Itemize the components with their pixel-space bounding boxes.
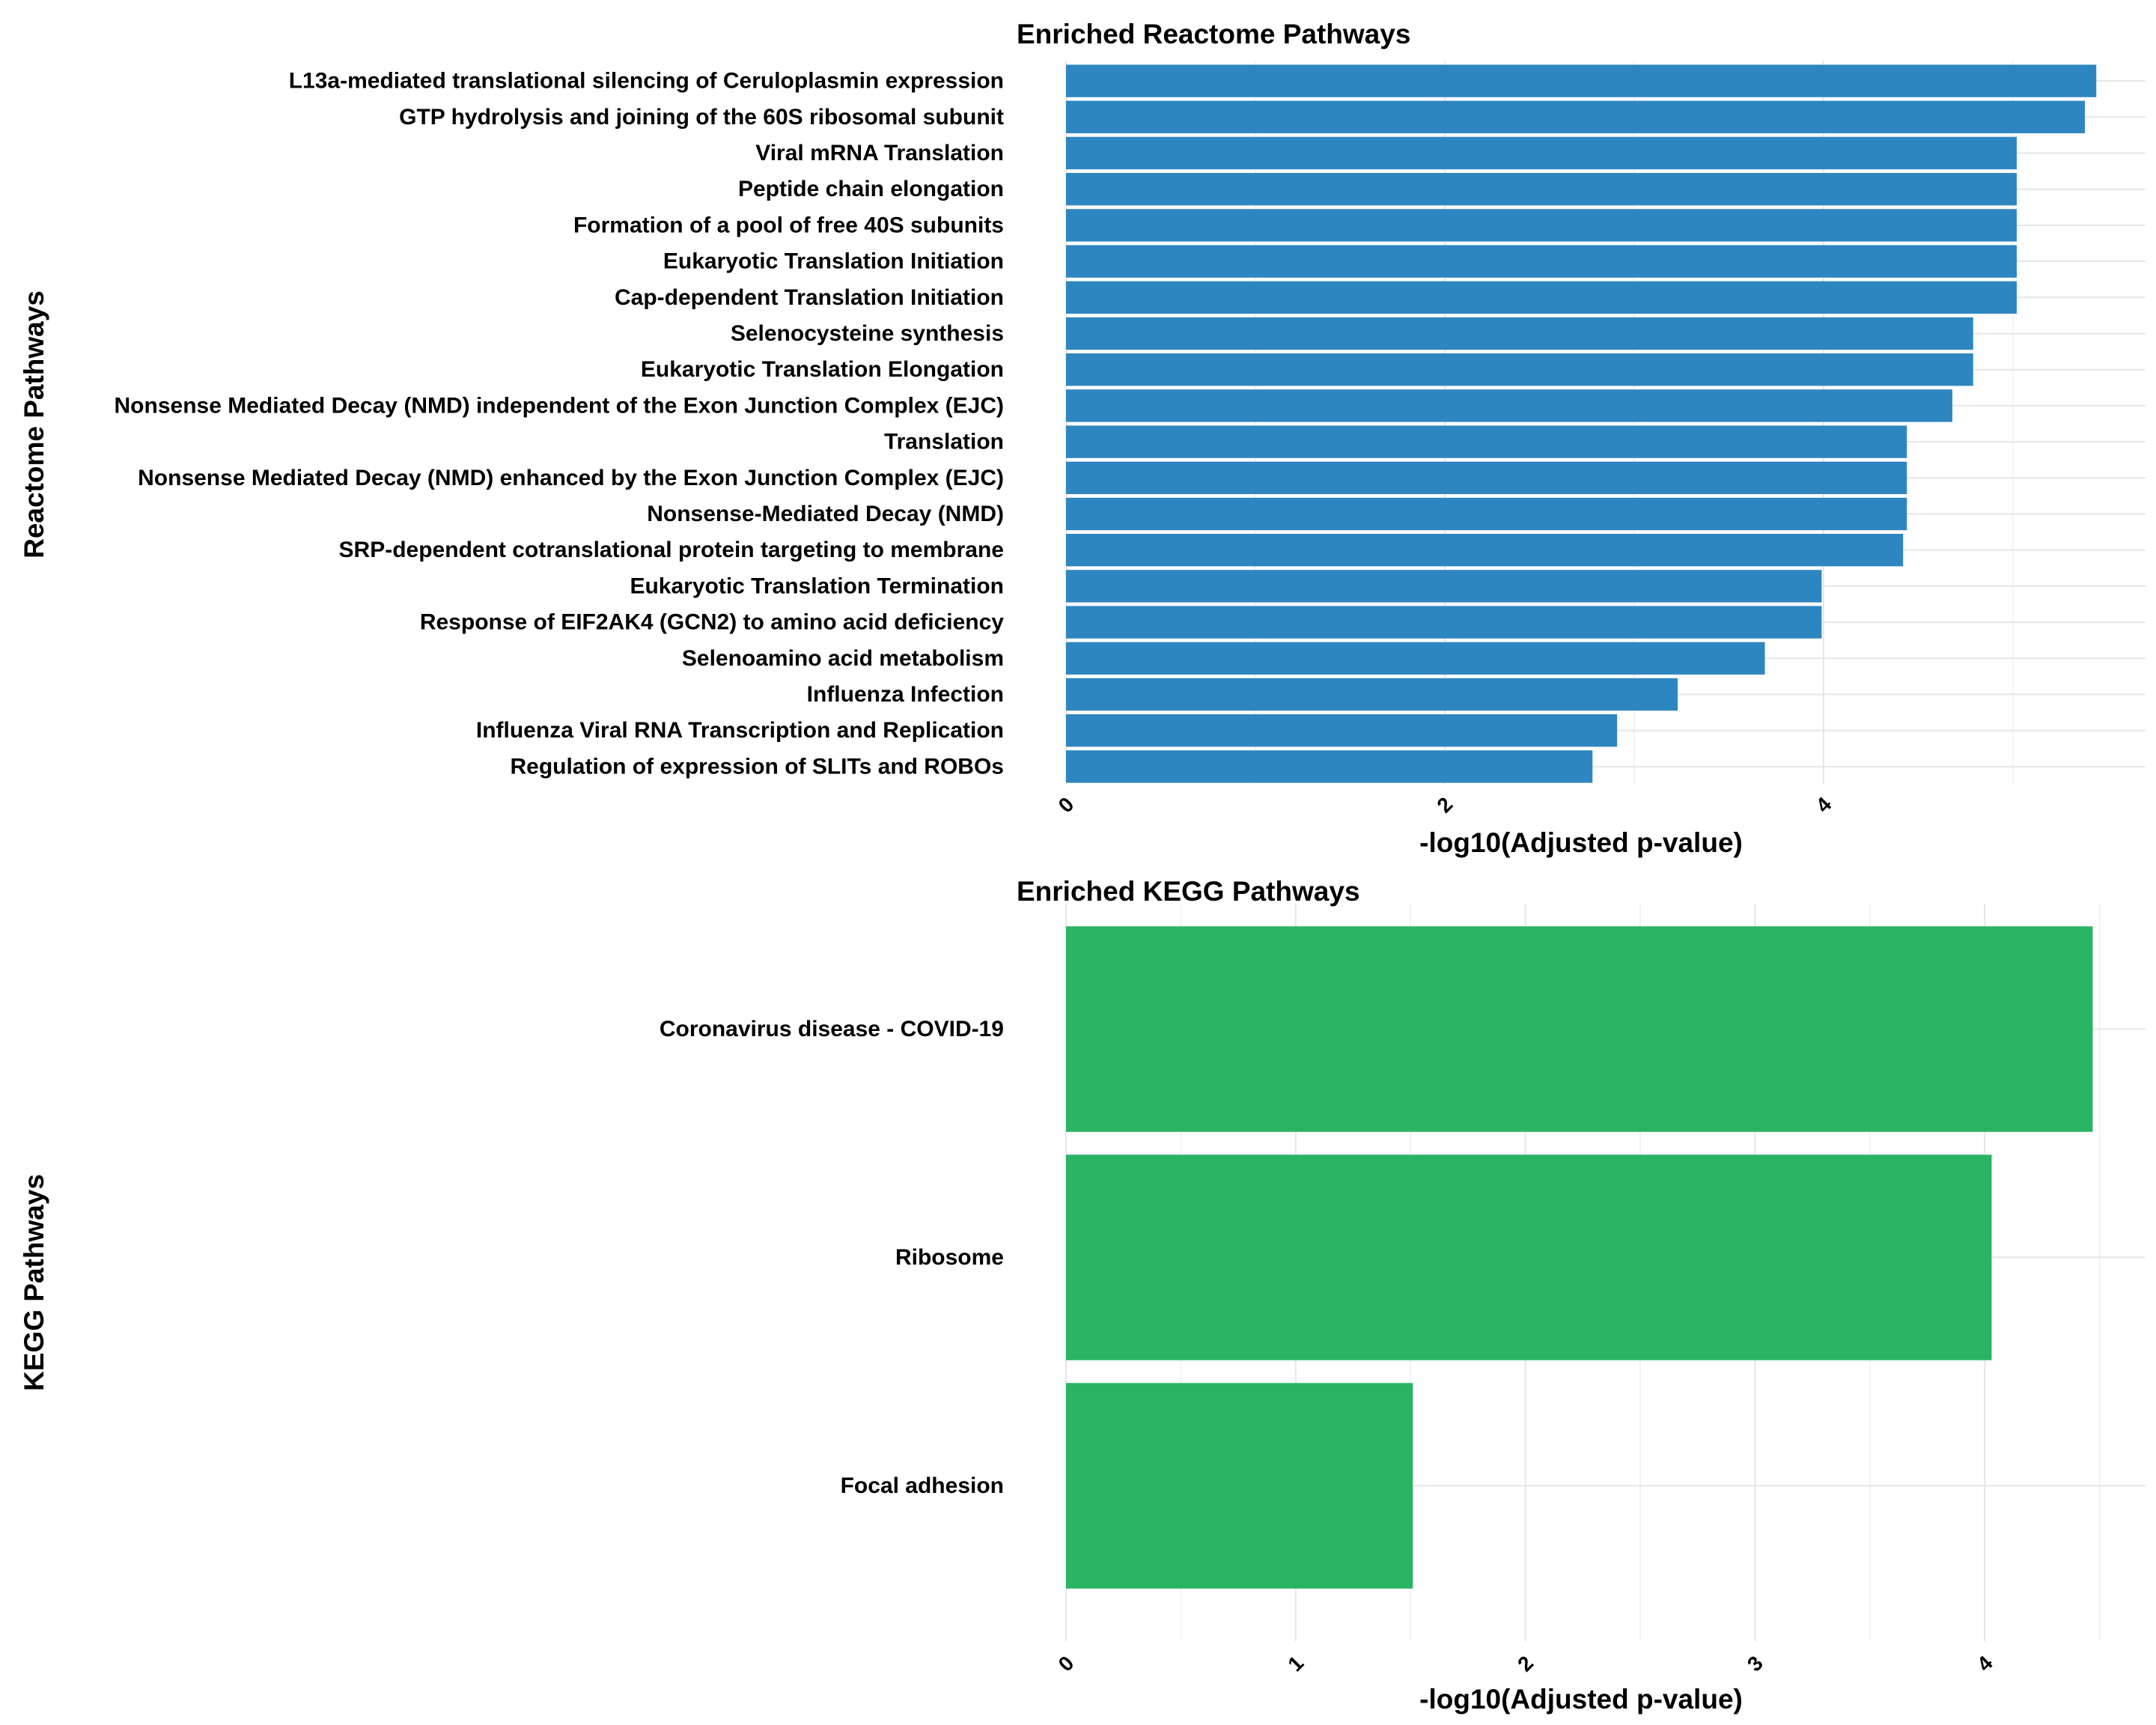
reactome-category-labels: L13a-mediated translational silencing of… xyxy=(115,69,1005,779)
kegg-chart: Enriched KEGG Pathways Coronavirus disea… xyxy=(19,876,2146,1715)
reactome-category-label: L13a-mediated translational silencing of… xyxy=(289,69,1004,94)
reactome-category-label: Eukaryotic Translation Elongation xyxy=(641,357,1004,382)
kegg-category-label: Coronavirus disease - COVID-19 xyxy=(660,1017,1004,1041)
reactome-category-label: Regulation of expression of SLITs and RO… xyxy=(510,754,1004,779)
reactome-bars xyxy=(1066,64,2097,783)
kegg-bars xyxy=(1066,926,2093,1589)
reactome-category-label: Translation xyxy=(884,430,1004,454)
reactome-bar xyxy=(1066,245,2017,278)
reactome-bar xyxy=(1066,173,2017,206)
reactome-category-label: Influenza Infection xyxy=(807,682,1004,707)
reactome-y-axis-title: Reactome Pathways xyxy=(19,290,49,559)
reactome-category-label: Selenoamino acid metabolism xyxy=(682,646,1004,671)
reactome-x-axis-title: -log10(Adjusted p-value) xyxy=(1419,827,1743,858)
kegg-bar xyxy=(1066,1383,1413,1589)
reactome-bar xyxy=(1066,317,1973,350)
reactome-category-label: Eukaryotic Translation Initiation xyxy=(663,249,1004,274)
reactome-bar xyxy=(1066,714,1618,747)
reactome-bar xyxy=(1066,642,1765,675)
kegg-category-label: Ribosome xyxy=(895,1245,1004,1270)
kegg-y-axis-title: KEGG Pathways xyxy=(19,1174,49,1391)
reactome-category-label: Viral mRNA Translation xyxy=(755,141,1004,165)
reactome-category-label: Eukaryotic Translation Termination xyxy=(630,574,1004,598)
reactome-category-label: Formation of a pool of free 40S subunits xyxy=(573,213,1004,237)
reactome-bar xyxy=(1066,497,1907,531)
reactome-bar xyxy=(1066,100,2086,133)
reactome-bar xyxy=(1066,534,1904,567)
reactome-bar xyxy=(1066,678,1678,711)
reactome-bar xyxy=(1066,281,2017,314)
reactome-bar xyxy=(1066,136,2017,170)
kegg-category-labels: Coronavirus disease - COVID-19 Ribosome Fo… xyxy=(660,1017,1004,1498)
reactome-category-label: Peptide chain elongation xyxy=(738,177,1004,201)
reactome-chart: Enriched Reactome Pathways L13a-mediated… xyxy=(19,19,2146,858)
kegg-chart-title: Enriched KEGG Pathways xyxy=(1017,876,1360,907)
reactome-category-label: GTP hydrolysis and joining of the 60S ri… xyxy=(399,105,1004,130)
reactome-category-label: Nonsense-Mediated Decay (NMD) xyxy=(647,502,1004,526)
reactome-bar xyxy=(1066,389,1952,422)
kegg-bar xyxy=(1066,1154,1992,1360)
kegg-category-label: Focal adhesion xyxy=(841,1473,1004,1498)
reactome-bar xyxy=(1066,750,1593,783)
reactome-bar xyxy=(1066,606,1822,639)
reactome-bar xyxy=(1066,64,2097,97)
reactome-chart-title: Enriched Reactome Pathways xyxy=(1017,19,1410,49)
reactome-bar xyxy=(1066,209,2017,242)
kegg-bar xyxy=(1066,926,2093,1132)
kegg-x-axis-title: -log10(Adjusted p-value) xyxy=(1419,1684,1743,1715)
reactome-category-label: Influenza Viral RNA Transcription and Re… xyxy=(476,718,1004,743)
reactome-category-label: Selenocysteine synthesis xyxy=(731,321,1004,346)
reactome-bar xyxy=(1066,353,1973,386)
reactome-bar xyxy=(1066,570,1822,603)
reactome-category-label: Cap-dependent Translation Initiation xyxy=(615,285,1004,310)
reactome-bar xyxy=(1066,461,1907,494)
reactome-category-label: Nonsense Mediated Decay (NMD) enhanced b… xyxy=(138,466,1004,490)
reactome-bar xyxy=(1066,425,1907,458)
reactome-category-label: Response of EIF2AK4 (GCN2) to amino acid… xyxy=(420,610,1004,635)
reactome-category-label: Nonsense Mediated Decay (NMD) independen… xyxy=(115,393,1004,418)
reactome-category-label: SRP-dependent cotranslational protein ta… xyxy=(339,538,1004,562)
